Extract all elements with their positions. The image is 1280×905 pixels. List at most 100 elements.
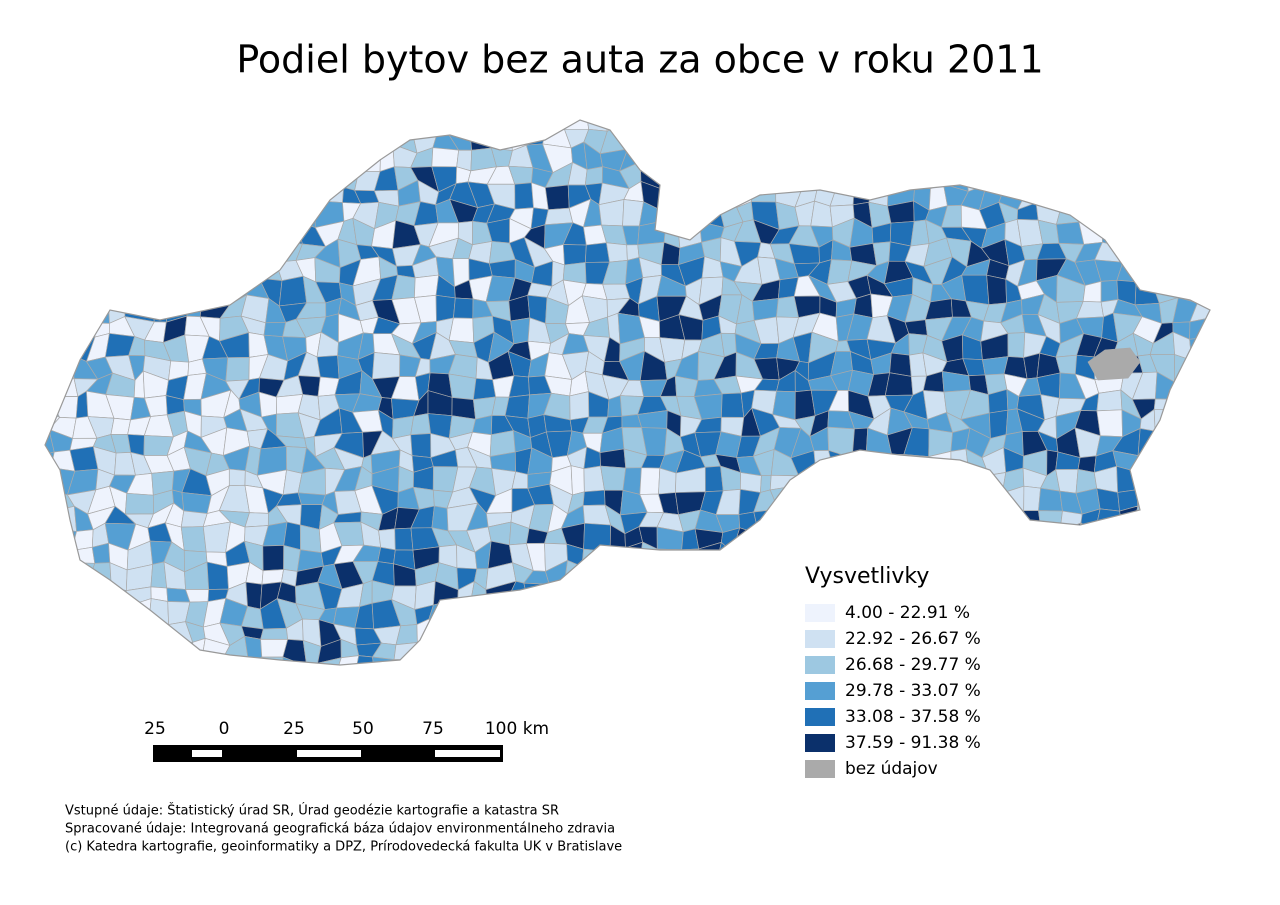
municipality bbox=[585, 605, 610, 629]
municipality bbox=[1135, 259, 1151, 283]
municipality bbox=[1171, 264, 1201, 280]
municipality bbox=[946, 503, 970, 532]
municipality bbox=[718, 163, 744, 193]
municipality bbox=[1074, 543, 1096, 572]
municipality bbox=[584, 166, 603, 186]
municipality bbox=[584, 120, 608, 132]
municipality bbox=[548, 605, 574, 626]
municipality bbox=[45, 260, 60, 285]
municipality bbox=[753, 147, 773, 167]
municipality bbox=[1062, 676, 1080, 698]
municipality bbox=[1017, 657, 1039, 665]
municipality bbox=[1217, 606, 1236, 620]
municipality bbox=[467, 617, 494, 646]
municipality bbox=[638, 658, 669, 665]
municipality bbox=[1211, 657, 1234, 680]
municipality bbox=[504, 394, 530, 419]
municipality bbox=[907, 160, 934, 190]
municipality bbox=[1074, 143, 1100, 171]
municipality bbox=[182, 141, 204, 165]
municipality bbox=[86, 181, 117, 209]
municipality bbox=[228, 169, 247, 191]
municipality bbox=[52, 675, 79, 702]
municipality bbox=[514, 182, 534, 210]
municipality bbox=[1171, 509, 1197, 525]
municipality bbox=[1116, 623, 1143, 642]
municipality bbox=[1136, 472, 1156, 492]
municipality bbox=[699, 638, 722, 663]
municipality bbox=[466, 684, 487, 701]
municipality bbox=[607, 395, 623, 418]
municipality bbox=[280, 676, 299, 701]
municipality bbox=[262, 128, 285, 150]
municipality bbox=[431, 147, 460, 168]
municipality bbox=[1040, 142, 1060, 168]
municipality bbox=[853, 161, 876, 190]
municipality bbox=[45, 294, 61, 321]
municipality bbox=[999, 130, 1025, 150]
legend-swatch bbox=[805, 708, 835, 726]
municipality bbox=[1121, 160, 1139, 192]
municipality bbox=[45, 467, 61, 494]
municipality bbox=[416, 642, 438, 660]
municipality bbox=[149, 161, 169, 185]
municipality bbox=[51, 639, 75, 663]
municipality bbox=[1042, 123, 1067, 146]
municipality bbox=[85, 281, 117, 305]
municipality bbox=[984, 657, 1007, 665]
municipality bbox=[713, 674, 737, 704]
municipality bbox=[1007, 332, 1026, 358]
municipality bbox=[224, 142, 246, 173]
municipality bbox=[1169, 392, 1196, 419]
municipality bbox=[548, 583, 573, 611]
municipality bbox=[701, 143, 725, 165]
municipality bbox=[1079, 160, 1100, 189]
municipality bbox=[55, 562, 73, 592]
municipality bbox=[770, 143, 799, 168]
municipality bbox=[148, 237, 171, 264]
municipality bbox=[699, 599, 719, 625]
municipality bbox=[1149, 261, 1176, 280]
municipality bbox=[180, 510, 208, 528]
municipality bbox=[1137, 455, 1157, 478]
municipality bbox=[999, 561, 1029, 590]
municipality bbox=[45, 578, 60, 606]
municipality bbox=[112, 120, 134, 132]
municipality bbox=[201, 186, 231, 209]
municipality bbox=[165, 162, 192, 185]
municipality bbox=[45, 350, 55, 382]
legend-title: Vysvetlivky bbox=[805, 564, 929, 589]
municipality bbox=[277, 122, 300, 150]
municipality bbox=[1191, 540, 1210, 567]
municipality bbox=[582, 489, 606, 506]
municipality bbox=[45, 143, 59, 171]
municipality bbox=[525, 599, 554, 625]
municipality bbox=[339, 146, 360, 173]
municipality bbox=[678, 598, 706, 626]
municipality bbox=[108, 637, 128, 664]
municipality bbox=[200, 149, 231, 171]
municipality bbox=[45, 275, 59, 297]
municipality bbox=[789, 125, 821, 148]
municipality bbox=[200, 163, 231, 191]
municipality bbox=[322, 677, 340, 704]
municipality bbox=[319, 146, 343, 170]
municipality bbox=[74, 120, 94, 126]
municipality bbox=[297, 181, 322, 201]
municipality bbox=[998, 619, 1023, 648]
municipality bbox=[125, 274, 153, 306]
municipality bbox=[887, 160, 916, 189]
municipality bbox=[202, 131, 226, 152]
municipality bbox=[146, 120, 170, 128]
municipality bbox=[794, 120, 820, 129]
municipality bbox=[110, 202, 135, 220]
municipality bbox=[1171, 522, 1199, 546]
municipality bbox=[510, 120, 532, 136]
municipality bbox=[411, 120, 440, 130]
municipality bbox=[644, 678, 668, 703]
municipality bbox=[45, 396, 61, 419]
municipality bbox=[985, 161, 1010, 192]
municipality bbox=[76, 598, 90, 628]
municipality bbox=[1169, 227, 1192, 244]
